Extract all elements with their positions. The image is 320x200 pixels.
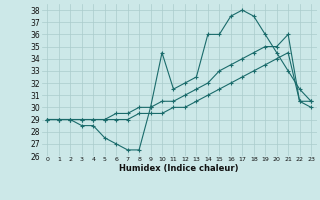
X-axis label: Humidex (Indice chaleur): Humidex (Indice chaleur) [119, 164, 239, 173]
